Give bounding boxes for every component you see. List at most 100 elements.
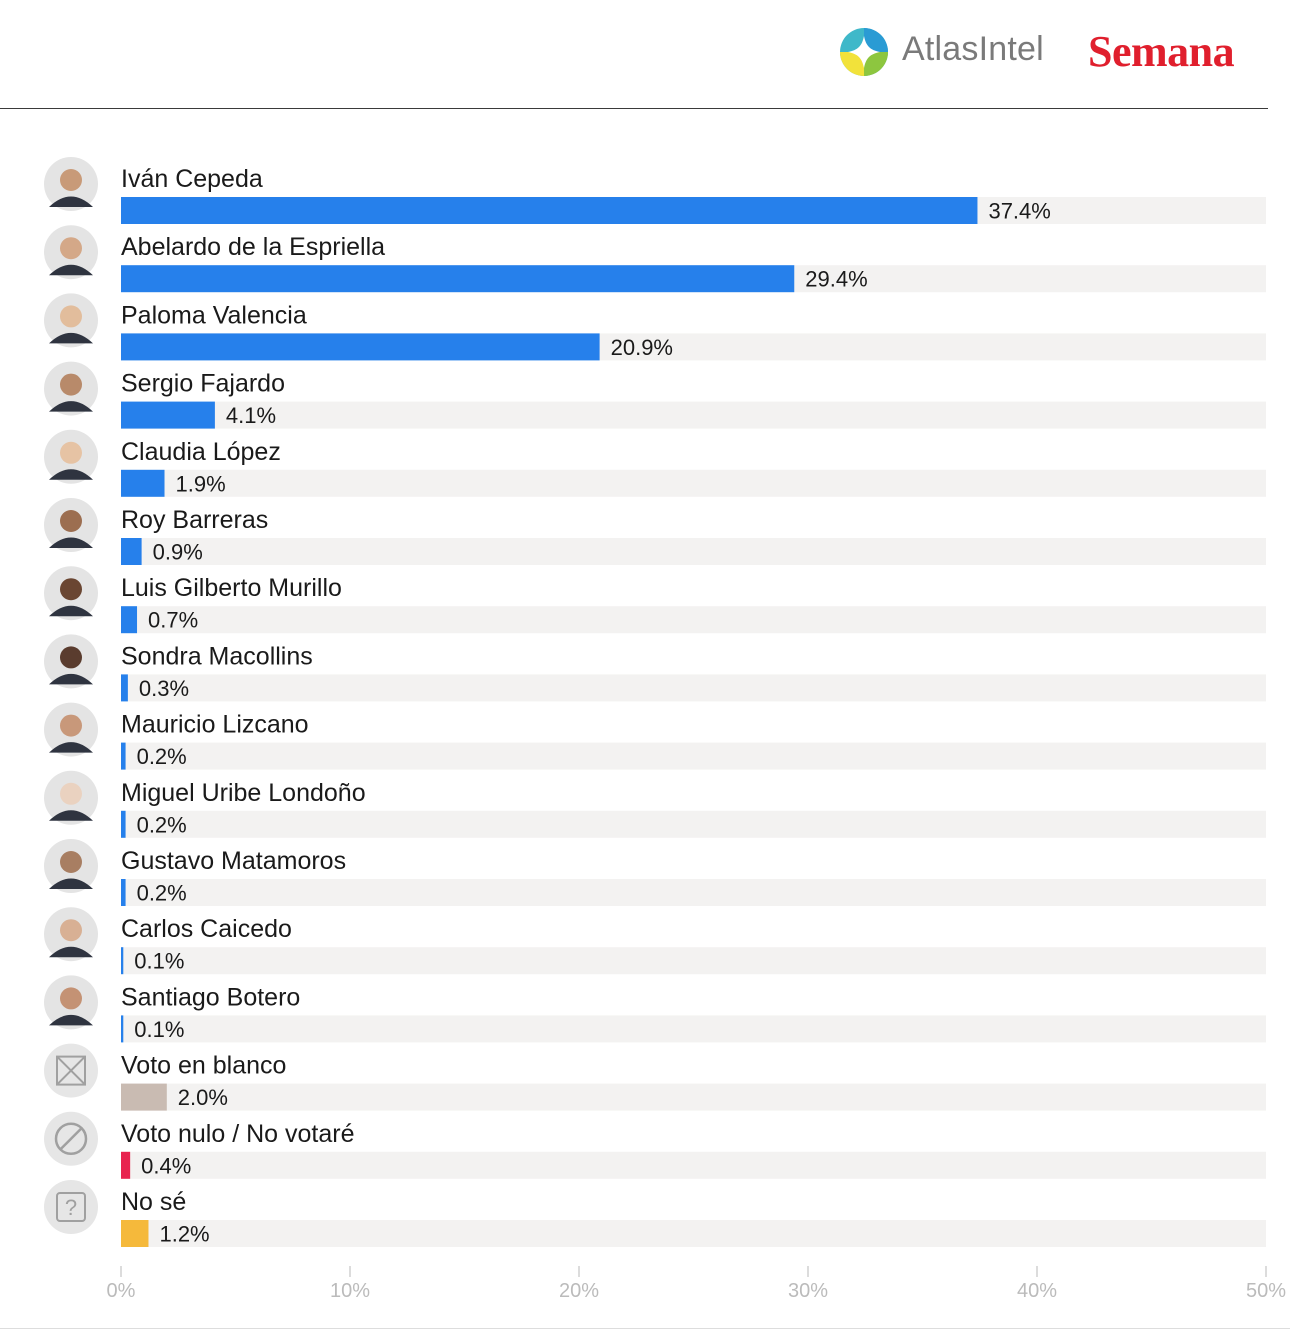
avatar-face (60, 237, 82, 260)
bar-value-label: 0.9% (153, 540, 203, 565)
bar-category-label: Sondra Macollins (121, 642, 313, 670)
bar-category-label: Luis Gilberto Murillo (121, 574, 342, 602)
x-box-icon (44, 1043, 98, 1098)
bar (121, 606, 138, 634)
bar-track (121, 469, 1266, 497)
bar-row: Voto nulo / No votaré 0.4% (44, 1111, 1266, 1179)
avatar-face (60, 169, 82, 191)
bar (121, 674, 128, 702)
avatar-face (60, 851, 82, 873)
avatar (44, 498, 98, 552)
avatar (44, 293, 98, 348)
x-axis: 0% 10% 20% 30% 40% 50% (107, 1266, 1286, 1302)
avatar-face (60, 987, 82, 1010)
atlasintel-logo-icon (840, 28, 888, 76)
bar (121, 401, 215, 429)
bar-track (121, 1151, 1266, 1179)
bar-value-label: 2.0% (178, 1085, 228, 1110)
bar (121, 879, 126, 906)
bar-category-label: Gustavo Matamoros (121, 847, 346, 875)
bar-row: Paloma Valencia 20.9% (44, 293, 1266, 361)
bar-value-label: 20.9% (611, 335, 673, 360)
bar-row: Carlos Caicedo 0.1% (44, 907, 1266, 975)
avatar-face (60, 373, 82, 396)
bar-row: No sé 1.2%? (44, 1180, 1266, 1247)
bar-track (121, 606, 1266, 634)
avatar (44, 429, 98, 484)
bar-track (121, 742, 1266, 770)
bar-value-label: 37.4% (988, 199, 1050, 224)
bar-row: Roy Barreras 0.9% (44, 498, 1266, 565)
bar (121, 1015, 124, 1043)
question-box-icon: ? (44, 1180, 98, 1234)
avatar (44, 361, 98, 416)
avatar-body (49, 264, 93, 276)
avatar (44, 839, 98, 893)
avatar-body (49, 332, 93, 344)
bar-category-label: Iván Cepeda (121, 165, 263, 193)
avatar (44, 157, 98, 211)
x-tick-label: 10% (330, 1280, 370, 1302)
icon-x (56, 1055, 86, 1086)
avatar-face (60, 919, 82, 942)
bar (121, 1151, 131, 1179)
bar-track (121, 674, 1266, 702)
avatar-face (60, 578, 82, 601)
bar-track (121, 947, 1266, 975)
avatar-body (49, 605, 93, 617)
bar-track (121, 1083, 1266, 1111)
bar-value-label: 0.7% (148, 608, 198, 633)
bar (121, 538, 142, 565)
x-tick-label: 0% (107, 1280, 136, 1302)
avatar-face (60, 510, 82, 532)
x-tick-label: 40% (1017, 1280, 1057, 1302)
bar-row: Miguel Uribe Londoño 0.2% (44, 770, 1266, 838)
avatar (44, 907, 98, 962)
bar-category-label: Miguel Uribe Londoño (121, 779, 366, 807)
bar-track (121, 879, 1266, 906)
bar-row: Voto en blanco 2.0% (44, 1043, 1266, 1111)
bar-track (121, 538, 1266, 565)
avatar (44, 702, 98, 757)
avatar-face (60, 782, 82, 805)
bar (121, 810, 126, 838)
icon-box (56, 1055, 86, 1086)
header-divider (0, 108, 1268, 109)
bar-value-label: 0.2% (137, 881, 187, 906)
bar (121, 1220, 149, 1247)
avatar-body (49, 946, 93, 958)
bar-category-label: Carlos Caicedo (121, 915, 292, 943)
bar-category-label: Sergio Fajardo (121, 370, 285, 398)
avatar-body (49, 401, 93, 412)
bar-row: Mauricio Lizcano 0.2% (44, 702, 1266, 770)
avatar-face (60, 305, 82, 328)
semana-brand: Semana (1088, 27, 1235, 76)
bar-track (121, 810, 1266, 838)
bar-category-label: Voto nulo / No votaré (121, 1120, 354, 1148)
avatar-body (49, 537, 93, 548)
bar-row: Santiago Botero 0.1% (44, 975, 1266, 1043)
bar (121, 197, 978, 224)
avatar (44, 225, 98, 280)
bar-category-label: Claudia López (121, 438, 281, 466)
avatar-face (60, 714, 82, 737)
bar (121, 265, 795, 293)
bar-value-label: 29.4% (805, 267, 867, 292)
bar-track (121, 1220, 1266, 1247)
prohibited-icon (44, 1111, 98, 1166)
bar-category-label: Voto en blanco (121, 1052, 286, 1080)
bar-value-label: 4.1% (226, 403, 276, 428)
bar-category-label: Mauricio Lizcano (121, 711, 309, 739)
bar-track (121, 1015, 1266, 1043)
bar-row: Sergio Fajardo 4.1% (44, 361, 1266, 429)
bottom-divider (0, 1328, 1290, 1329)
bar-track (121, 401, 1266, 429)
bar-category-label: No sé (121, 1188, 186, 1216)
icon-question-mark: ? (65, 1195, 77, 1220)
bar-row: Luis Gilberto Murillo 0.7% (44, 566, 1266, 634)
bar-row: Sondra Macollins 0.3% (44, 634, 1266, 702)
bar-category-label: Paloma Valencia (121, 301, 307, 329)
bar-row: Abelardo de la Espriella 29.4% (44, 225, 1266, 293)
bar-category-label: Roy Barreras (121, 506, 268, 534)
